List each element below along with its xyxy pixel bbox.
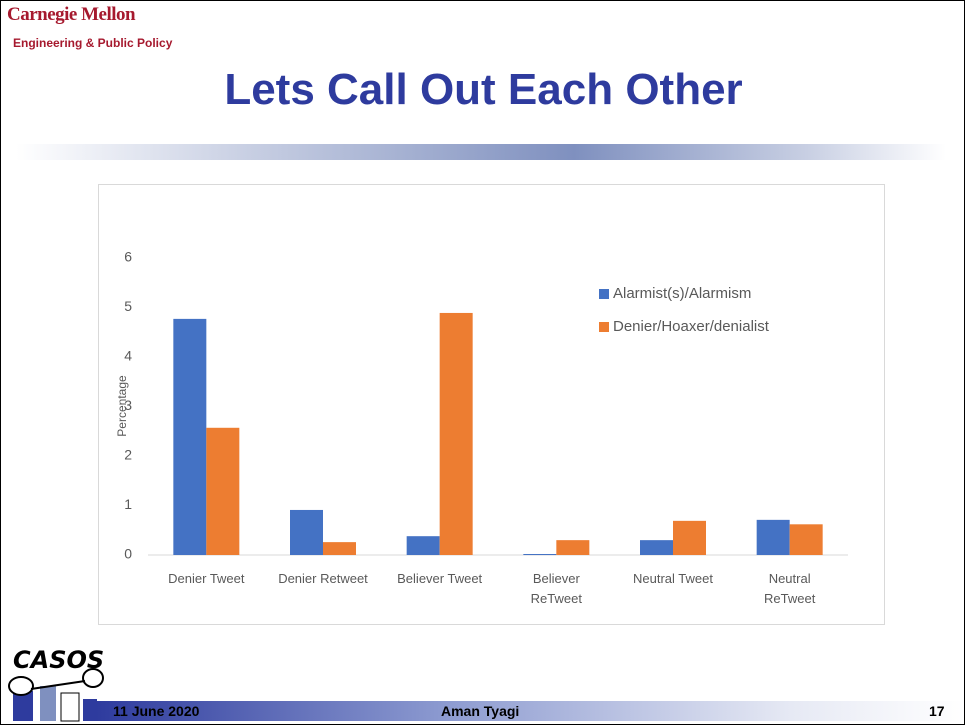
bar bbox=[439, 312, 473, 555]
y-tick-label: 2 bbox=[124, 447, 132, 463]
bar bbox=[673, 520, 706, 555]
logo-eye bbox=[82, 668, 104, 688]
bar bbox=[756, 519, 790, 555]
bar bbox=[640, 540, 673, 555]
logo-block bbox=[13, 691, 33, 721]
x-tick-label: Neutral Tweet bbox=[633, 571, 713, 586]
x-tick-label: Believer Tweet bbox=[397, 571, 483, 586]
chart-frame bbox=[98, 184, 885, 625]
logo-block bbox=[60, 692, 80, 722]
footer-bar bbox=[96, 701, 964, 721]
logo-eye bbox=[8, 676, 34, 696]
legend-swatch bbox=[599, 322, 609, 332]
y-tick-label: 6 bbox=[124, 249, 132, 265]
legend-label: Alarmist(s)/Alarmism bbox=[613, 285, 751, 302]
institution: Carnegie Mellon bbox=[7, 4, 136, 25]
y-tick-label: 5 bbox=[124, 298, 132, 314]
bar bbox=[173, 318, 207, 555]
y-axis-label: Percentage bbox=[115, 375, 129, 437]
y-tick-label: 4 bbox=[124, 348, 132, 364]
x-tick-label: Denier Tweet bbox=[168, 571, 245, 586]
slide-title: Lets Call Out Each Other bbox=[224, 65, 743, 114]
logo-line bbox=[30, 680, 86, 690]
legend-swatch bbox=[599, 289, 609, 299]
logo-block bbox=[83, 699, 97, 721]
bar bbox=[323, 542, 356, 555]
x-tick-label: Denier Retweet bbox=[278, 571, 368, 586]
bar bbox=[206, 427, 240, 555]
footer-date: 11 June 2020 bbox=[113, 703, 200, 719]
y-tick-label: 1 bbox=[124, 496, 132, 512]
bar bbox=[556, 540, 590, 555]
bar bbox=[523, 554, 557, 556]
footer-page: 17 bbox=[929, 703, 945, 719]
x-tick-label: Believer ReTweet bbox=[530, 571, 582, 606]
logo: CASOS bbox=[8, 646, 104, 722]
y-tick-label: 0 bbox=[124, 546, 132, 562]
x-tick-label: Neutral ReTweet bbox=[764, 571, 816, 606]
y-tick-label: 3 bbox=[124, 397, 132, 413]
logo-block bbox=[40, 686, 56, 721]
footer-author: Aman Tyagi bbox=[441, 703, 520, 719]
department: Engineering & Public Policy bbox=[13, 36, 173, 50]
bar bbox=[290, 509, 323, 555]
title-rule bbox=[16, 144, 946, 160]
legend-label: Denier/Hoaxer/denialist bbox=[613, 318, 770, 335]
bar bbox=[789, 524, 823, 555]
bar bbox=[406, 536, 440, 555]
